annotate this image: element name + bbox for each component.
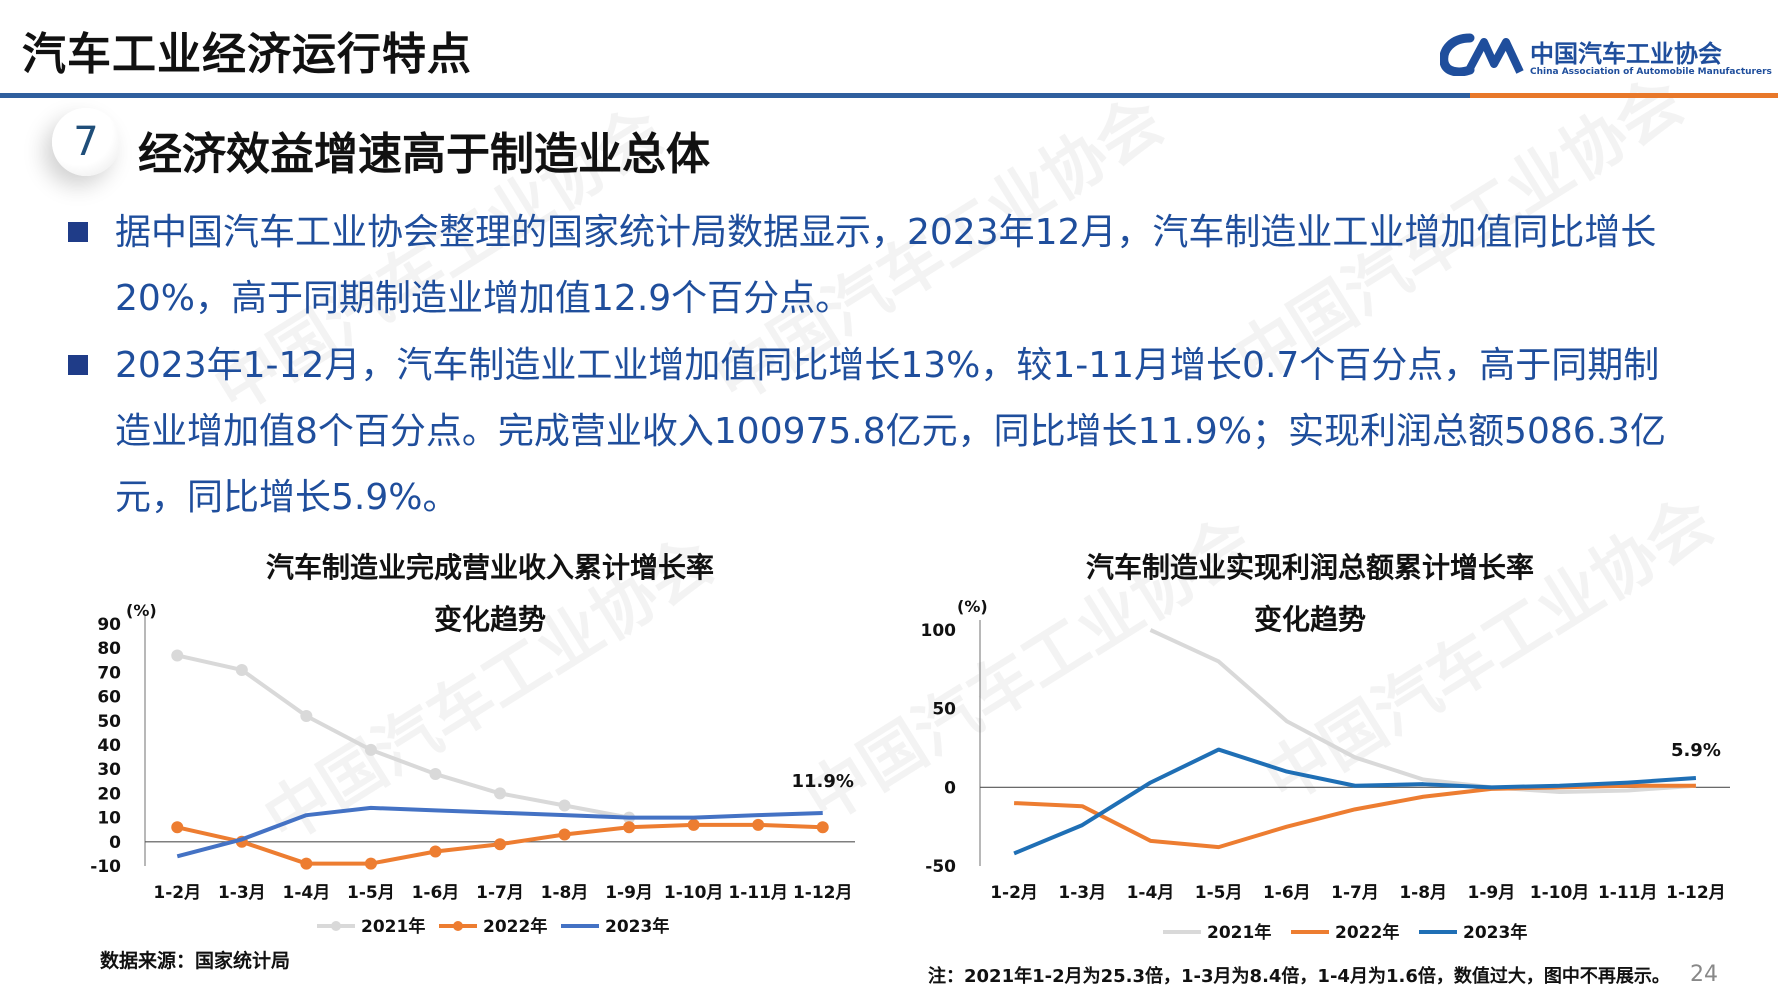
x-tick-label: 1-12月 [793,883,853,903]
data-source-note: 数据来源：国家统计局 [100,950,291,972]
series-line-2023年 [1013,747,1697,856]
y-unit-label: (%) [957,597,988,616]
bullet-marker [68,222,88,242]
x-tick-label: 1-5月 [347,883,395,903]
footnote: 注：2021年1-2月为25.3倍，1-3月为8.4倍，1-4月为1.6倍，数值… [928,966,1670,987]
chart-title: 汽车制造业实现利润总额累计增长率 变化趋势 [1000,542,1620,646]
section-heading: 经济效益增速高于制造业总体 [138,129,710,180]
y-tick-label: 80 [97,639,121,659]
legend-marker [453,921,463,931]
logo: 中国汽车工业协会 China Association of Automobile… [1440,28,1772,86]
chart-title: 汽车制造业完成营业收入累计增长率 变化趋势 [180,542,800,646]
y-tick-label: -10 [90,857,121,877]
chart-title-line: 汽车制造业完成营业收入累计增长率 [265,551,714,584]
data-point-2022年 [752,818,765,831]
series-line-2022年 [1013,783,1696,850]
data-point-2022年 [623,821,636,834]
data-point-2022年 [494,838,506,851]
data-point-2021年 [558,799,571,812]
y-unit-label: (%) [126,601,157,620]
y-tick-label: 50 [932,700,956,720]
y-tick-label: -50 [925,857,956,877]
profit-growth-chart: (%)100 50 0 -50 1-2月 1-3月 1-4月 1-5月 1-6月 1-7月 1-8月… [921,597,1730,943]
data-point-2022年 [687,818,700,831]
chart-title-line: 汽车制造业实现利润总额累计增长率 [1085,551,1534,584]
x-tick-label: 1-3月 [1058,883,1106,903]
data-point-2022年 [364,857,377,870]
x-tick-label: 1-9月 [1468,883,1516,903]
x-tick-label: 1-8月 [541,883,589,903]
legend-label: 2021年 [1207,922,1271,943]
data-point-2022年 [429,845,442,858]
data-label: 11.9% [792,771,854,792]
section-number-badge [52,108,120,176]
x-tick-label: 1-2月 [153,883,201,903]
logo-name-cn: 中国汽车工业协会 [1530,40,1722,68]
data-label: 5.9% [1671,740,1721,761]
x-tick-label: 1-7月 [476,883,524,903]
legend-label: 2022年 [483,916,547,937]
data-point-2021年 [364,743,377,756]
x-tick-label: 1-11月 [728,883,788,903]
y-tick-label: 40 [97,736,121,756]
x-tick-label: 1-9月 [605,883,653,903]
chart-title-line: 变化趋势 [433,603,546,636]
data-point-2022年 [171,821,184,834]
legend-marker [331,921,341,931]
y-tick-label: 100 [921,621,957,641]
x-tick-label: 1-3月 [218,883,266,903]
data-point-2022年 [816,821,829,834]
x-tick-label: 1-10月 [1530,883,1590,903]
data-point-2021年 [494,787,506,800]
logo-name-en: China Association of Automobile Manufact… [1530,67,1772,77]
y-tick-label: 60 [97,688,121,708]
data-point-2022年 [300,857,313,870]
data-point-2021年 [300,709,313,722]
x-tick-label: 1-8月 [1399,883,1447,903]
caam-logo-icon [1440,33,1524,76]
y-tick-label: 90 [97,615,121,635]
x-tick-label: 1-6月 [412,883,460,903]
legend-label: 2023年 [605,916,669,937]
y-tick-label: 20 [97,784,121,804]
page-number: 24 [1690,962,1718,987]
x-tick-label: 1-4月 [1127,883,1175,903]
slide-title: 汽车工业经济运行特点 [22,29,472,80]
y-tick-label: 50 [97,712,121,732]
series-line-2021年 [1149,628,1697,795]
data-point-2021年 [429,768,442,781]
bullet-text: 2023年1-12月，汽车制造业工业增加值同比增长13%，较1-11月增长0.7… [115,345,1667,518]
y-tick-label: 70 [97,663,121,683]
legend-label: 2023年 [1463,922,1527,943]
x-tick-label: 1-11月 [1598,883,1658,903]
y-tick-label: 30 [97,760,121,780]
legend-label: 2021年 [361,916,425,937]
x-tick-label: 1-6月 [1263,883,1311,903]
chart-title-line: 变化趋势 [1253,603,1366,636]
series-line-2023年 [176,805,823,859]
x-tick-label: 1-4月 [283,883,331,903]
y-tick-label: 0 [944,778,956,798]
x-tick-label: 1-10月 [664,883,724,903]
series-line-2021年 [176,653,630,820]
y-tick-label: 10 [97,809,121,829]
x-tick-label: 1-2月 [990,883,1038,903]
x-tick-label: 1-7月 [1331,883,1379,903]
legend-label: 2022年 [1335,922,1399,943]
data-point-2021年 [235,663,248,676]
bullet-marker [68,355,88,375]
x-tick-label: 1-5月 [1195,883,1243,903]
x-tick-label: 1-12月 [1666,883,1726,903]
revenue-growth-chart: (%) 90 80 70 60 50 40 30 20 10 0 -10 1-2月 1-3月 1-4月 1-5… [90,601,855,937]
bullet-text: 据中国汽车工业协会整理的国家统计局数据显示，2023年12月，汽车制造业工业增加… [115,212,1657,319]
data-point-2021年 [171,649,184,662]
data-point-2022年 [558,828,571,841]
header-rule-accent [1470,93,1778,98]
section-number: 7 [73,119,99,165]
y-tick-label: 0 [109,833,121,853]
header-rule [0,93,1778,98]
